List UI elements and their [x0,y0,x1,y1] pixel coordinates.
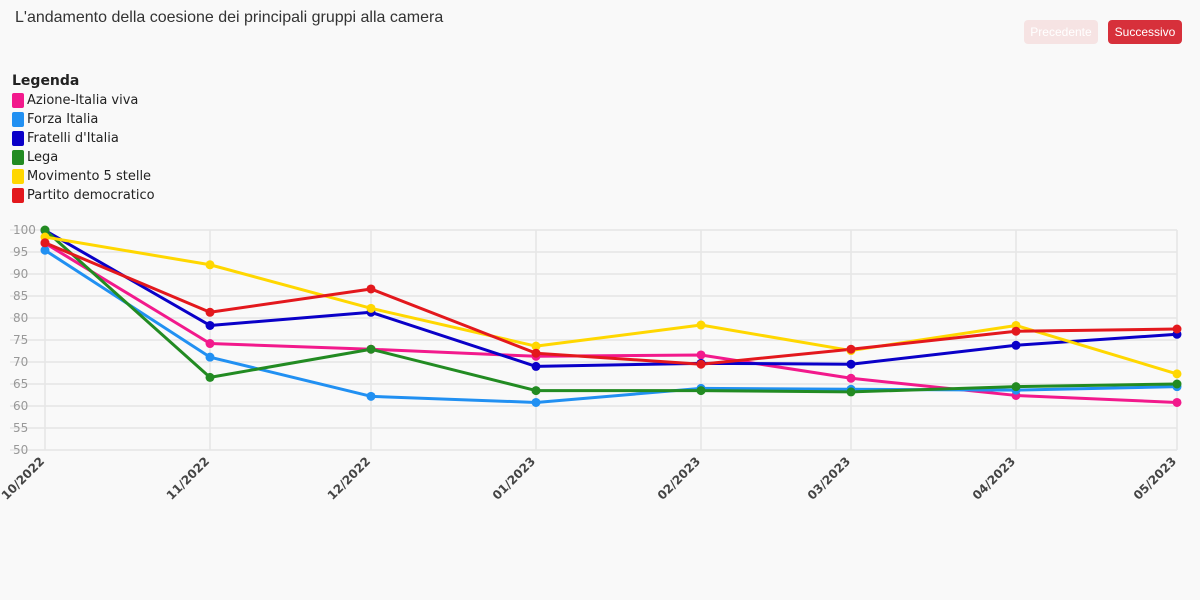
x-tick-label: 11/2022 [164,454,212,502]
data-point [696,320,706,330]
legend-item: Azione-Italia viva [12,91,155,110]
x-tick-label: 12/2022 [325,454,373,502]
data-point [531,397,541,407]
legend-item: Lega [12,148,155,167]
legend-label: Partito democratico [27,188,155,203]
y-tick-label: 55 [13,421,28,435]
legend-item: Movimento 5 stelle [12,167,155,186]
y-tick-label: 60 [13,399,28,413]
data-point [696,359,706,369]
data-point [1011,382,1021,392]
data-point [531,361,541,371]
legend: Legenda Azione-Italia viva Forza Italia Fr… [12,73,155,205]
data-point [846,387,856,397]
x-tick-label: 04/2023 [970,454,1018,502]
legend-swatch [12,169,24,184]
data-point [205,372,215,382]
legend-swatch [12,112,24,127]
data-point [696,350,706,360]
legend-label: Lega [27,150,59,165]
data-point [205,260,215,270]
legend-swatch [12,93,24,108]
y-tick-label: 95 [13,245,28,259]
legend-label: Azione-Italia viva [27,93,139,108]
data-point [1011,326,1021,336]
legend-label: Movimento 5 stelle [27,169,152,184]
y-tick-label: 90 [13,267,28,281]
x-tick-label: 01/2023 [490,454,538,502]
legend-item: Fratelli d'Italia [12,129,155,148]
legend-item: Forza Italia [12,110,155,129]
data-point [1172,379,1182,389]
x-tick-label: 10/2022 [0,454,47,502]
y-tick-label: 50 [13,443,28,457]
y-tick-label: 70 [13,355,28,369]
data-point [205,339,215,349]
y-tick-label: 100 [13,223,36,237]
data-point [531,386,541,396]
data-point [846,344,856,354]
next-button[interactable]: Successivo [1108,20,1182,44]
data-point [1172,369,1182,379]
x-tick-label: 05/2023 [1131,454,1179,502]
legend-items: Azione-Italia viva Forza Italia Fratelli d… [12,91,155,205]
y-tick-label: 65 [13,377,28,391]
y-tick-label: 75 [13,333,28,347]
x-tick-label: 02/2023 [655,454,703,502]
series-line [43,228,1179,394]
legend-swatch [12,131,24,146]
x-tick-label: 03/2023 [805,454,853,502]
data-point [40,245,50,255]
data-point [205,320,215,330]
data-point [205,352,215,362]
data-point [1011,340,1021,350]
series-line [43,228,1179,368]
previous-button[interactable]: Precedente [1024,20,1098,44]
data-point [366,344,376,354]
data-point [1172,324,1182,334]
data-point [205,307,215,317]
legend-title: Legenda [12,73,80,89]
series-line [43,248,1179,404]
data-point [40,238,50,248]
data-point [531,348,541,358]
series-line [43,235,1179,376]
data-point [531,341,541,351]
legend-label: Forza Italia [27,112,99,127]
y-tick-label: 85 [13,289,28,303]
legend-item: Partito democratico [12,186,155,205]
data-point [1172,397,1182,407]
data-point [366,284,376,294]
data-point [40,225,50,235]
legend-label: Fratelli d'Italia [27,131,119,146]
data-point [366,391,376,401]
data-point [846,373,856,383]
data-point [696,386,706,396]
series-line [43,241,1179,404]
data-point [846,359,856,369]
series-line [43,241,1179,366]
legend-swatch [12,188,24,203]
page-title: L'andamento della coesione dei principal… [15,9,444,26]
y-tick-label: 80 [13,311,28,325]
data-point [366,303,376,313]
legend-swatch [12,150,24,165]
